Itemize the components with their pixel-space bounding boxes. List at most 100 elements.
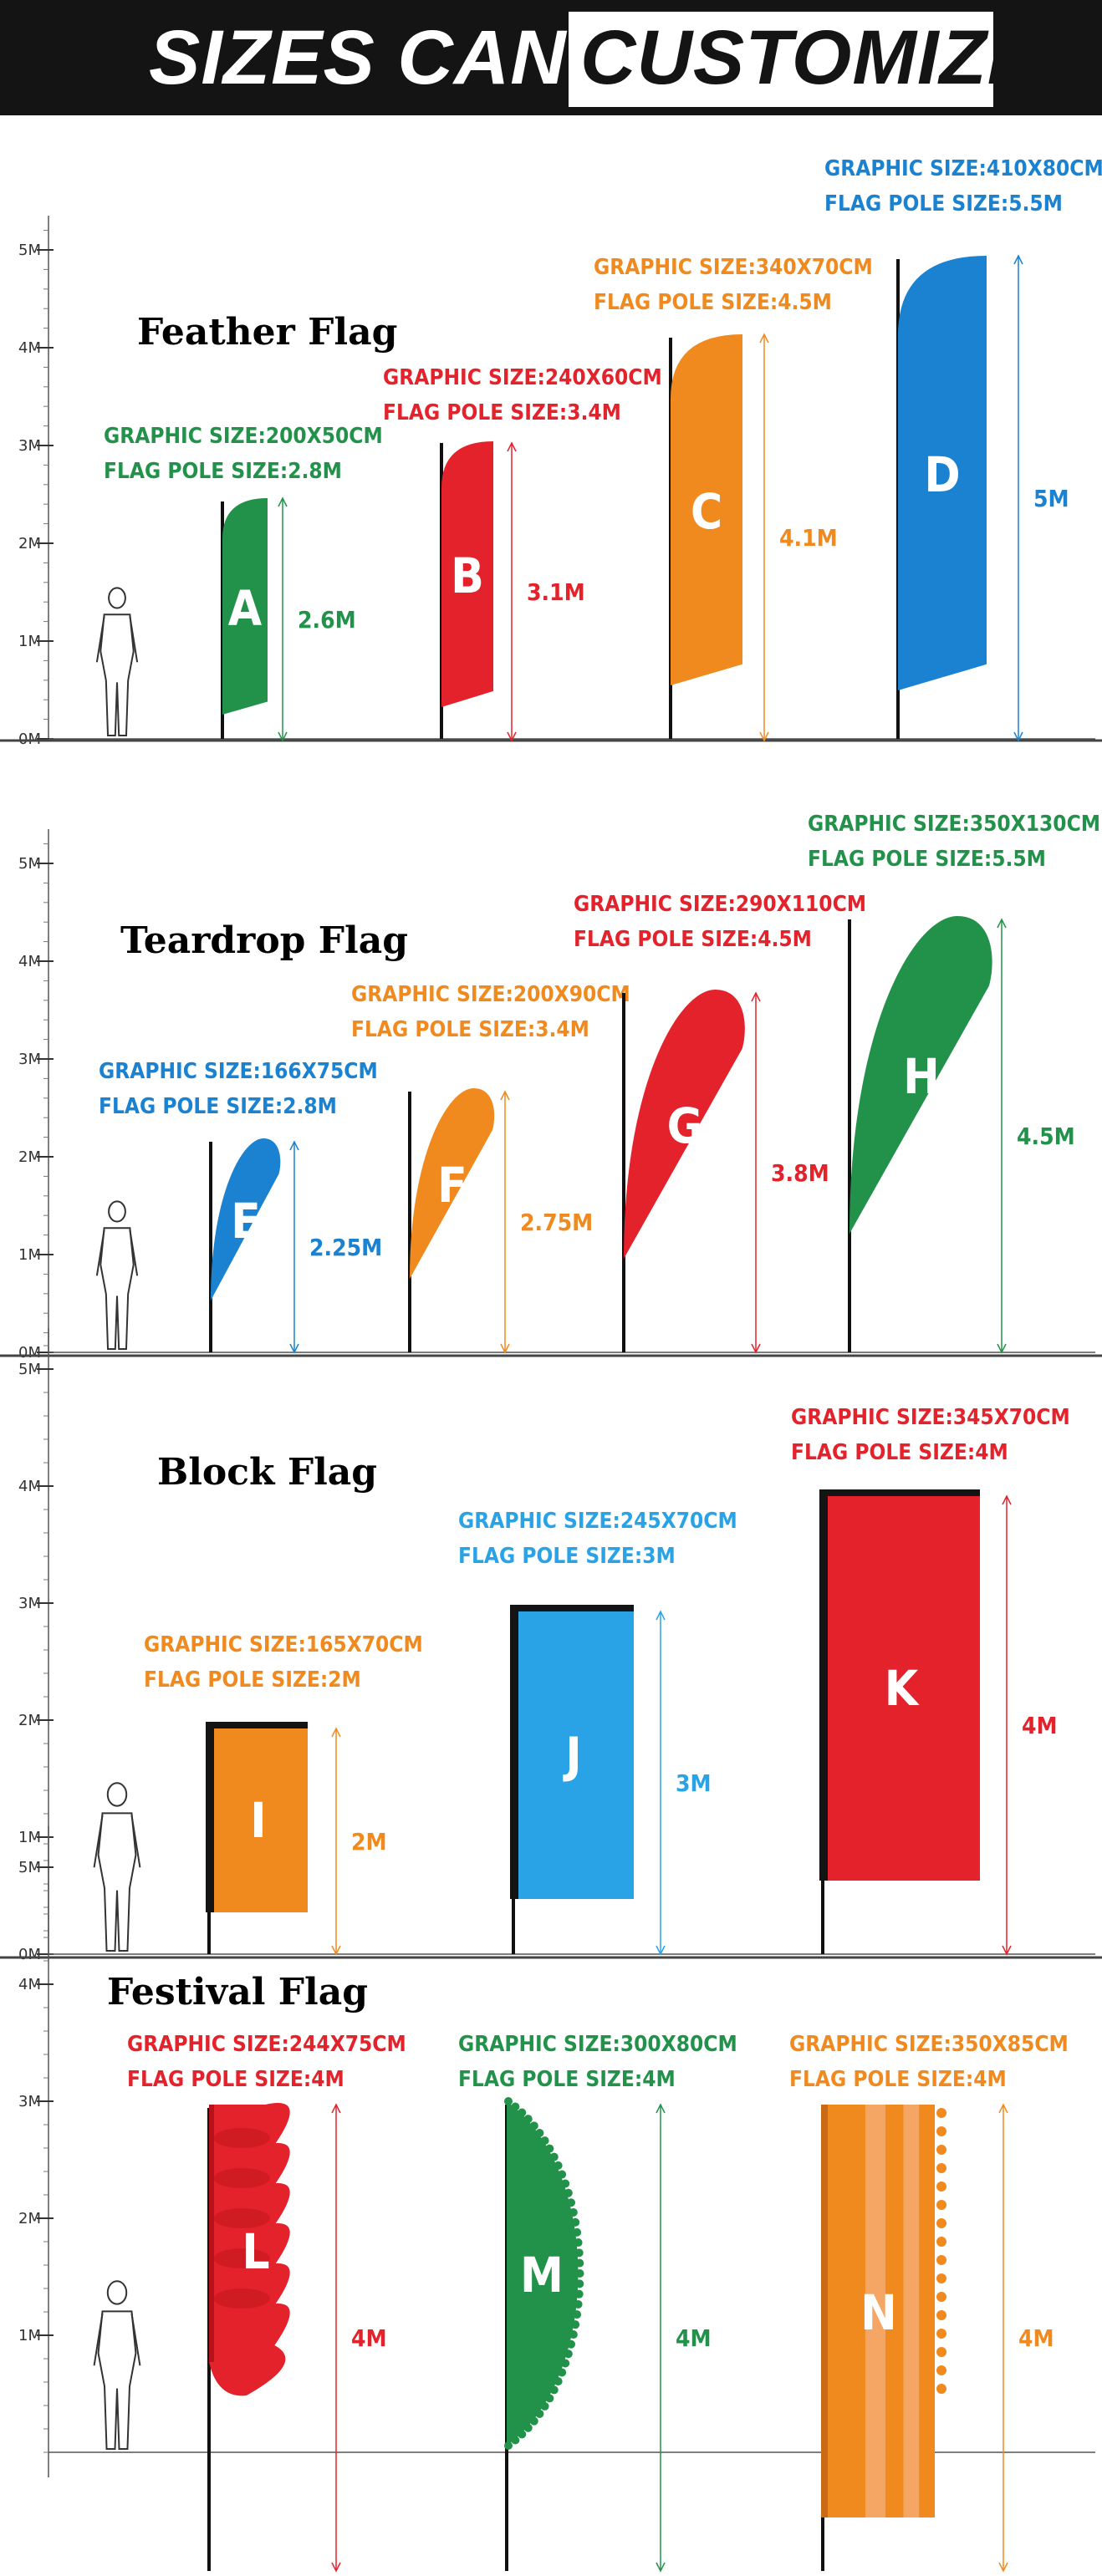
flag-fringe-dot (571, 2320, 580, 2329)
flag-wave-pattern (213, 2248, 270, 2268)
graphic-size-label: GRAPHIC SIZE:290X110CM (574, 892, 866, 917)
axis-tick-label: 1M (18, 1246, 41, 1264)
flag-e: E (211, 1138, 281, 1301)
flag-letter: A (228, 580, 263, 637)
flag-fringe-dot (545, 2394, 554, 2403)
axis-tick-label: 1M (18, 633, 41, 650)
flag-bead (936, 2310, 946, 2320)
axis-tick-label: 1M (18, 2327, 41, 2344)
flag-fringe-dot (518, 2108, 527, 2117)
height-label: 4.5M (1017, 1123, 1075, 1150)
graphic-size-label: GRAPHIC SIZE:240X60CM (383, 365, 662, 390)
flag-fringe-dot (573, 2310, 582, 2319)
flag-fringe-dot (558, 2368, 567, 2377)
height-label: 5M (1033, 485, 1069, 512)
flag-fringe-dot (567, 2339, 576, 2349)
flag-graphic (898, 256, 987, 690)
graphic-size-label: GRAPHIC SIZE:410X80CM (824, 156, 1102, 181)
flag-bead (936, 2273, 946, 2283)
flag-fringe-dot (535, 2410, 544, 2419)
height-dimension (507, 441, 517, 742)
flag-side-sleeve (206, 1722, 214, 1912)
flag-graphic (209, 1725, 308, 1912)
flag-h: H (849, 916, 992, 1234)
flag-graphic (222, 498, 268, 715)
flag-graphic (513, 1608, 634, 1899)
height-label: 4.1M (779, 524, 838, 552)
flag-n: N (821, 2105, 946, 2517)
flag-bead (936, 2329, 946, 2339)
flag-l: L (209, 2103, 290, 2396)
flag-letter: N (860, 2284, 897, 2341)
flag-sleeve (209, 2105, 214, 2362)
flag-wave-pattern (213, 2168, 270, 2188)
flag-top-bar (512, 1605, 634, 1611)
height-dimension (331, 2103, 341, 2573)
height-label: 4M (1018, 2324, 1054, 2352)
axis-tick-label: 3M (18, 1051, 41, 1068)
height-label: 3.8M (771, 1159, 829, 1187)
flag-a: A (222, 498, 268, 715)
flag-fringe-dot (554, 2161, 563, 2170)
flag-fringe-dot (574, 2238, 583, 2248)
flag-graphic (849, 916, 992, 1234)
pole-size-label: FLAG POLE SIZE:4.5M (594, 290, 832, 315)
flag-fringe-dot (529, 2416, 538, 2426)
axis-tick-label: 4M (18, 339, 41, 357)
flag-wave-pattern (213, 2288, 270, 2309)
flag-fringe-dot (575, 2258, 584, 2268)
height-dimension (997, 918, 1007, 1354)
axis-tick-label: 3M (18, 1595, 41, 1612)
graphic-size-label: GRAPHIC SIZE:244X75CM (127, 2032, 406, 2057)
flag-bead (936, 2365, 946, 2375)
flag-fringe-dot (504, 2441, 513, 2450)
pole-size-label: FLAG POLE SIZE:4M (458, 2067, 676, 2092)
height-label: 4M (351, 2324, 387, 2352)
graphic-size-label: GRAPHIC SIZE:200X50CM (104, 424, 383, 449)
height-dimension (289, 1140, 299, 1354)
flag-fringe-dot (549, 2152, 559, 2161)
panel-title: Festival Flag (107, 1971, 368, 2013)
height-dimension (998, 2103, 1008, 2573)
flag-graphic (410, 1088, 495, 1279)
flag-letter: E (231, 1193, 261, 1250)
axis-tick-label: 5M (18, 242, 41, 259)
pole-size-label: FLAG POLE SIZE:4M (791, 1440, 1008, 1465)
flag-fringe-dot (561, 2179, 570, 2188)
flag-side-sleeve (510, 1605, 518, 1899)
flag-fringe-dot (529, 2121, 538, 2131)
flag-bead (936, 2181, 946, 2192)
person-scale-figure (95, 1200, 139, 1350)
flag-c: C (671, 334, 742, 685)
flag-side-sleeve (819, 1489, 828, 1881)
height-dimension (656, 1610, 666, 1956)
flag-letter: G (667, 1097, 703, 1154)
flag-f: F (410, 1088, 495, 1279)
flag-letter: M (520, 2247, 564, 2304)
axis-tick-label: 3M (18, 437, 41, 455)
axis-tick-label: 1M (18, 1829, 41, 1846)
flag-fringe-dot (523, 2115, 533, 2124)
flag-k: K (819, 1489, 980, 1881)
flag-fringe-dot (504, 2097, 513, 2105)
flag-sleeve (821, 2105, 828, 2517)
flag-letter: L (242, 2223, 269, 2280)
flag-bead (936, 2218, 946, 2228)
pole-size-label: FLAG POLE SIZE:2M (144, 1667, 361, 1693)
graphic-size-label: GRAPHIC SIZE:200X90CM (351, 982, 630, 1007)
height-dimension (1002, 1494, 1012, 1956)
graphic-size-label: GRAPHIC SIZE:245X70CM (458, 1509, 737, 1534)
flag-fringe-dot (554, 2377, 563, 2386)
pole-size-label: FLAG POLE SIZE:4M (789, 2067, 1007, 2092)
flag-fringe-dot (558, 2170, 567, 2179)
flag-bead (936, 2145, 946, 2155)
axis-tick-label: 5M (18, 1859, 41, 1876)
panel-title: Feather Flag (137, 311, 397, 354)
axis-tick-label: 5M (18, 855, 41, 873)
flag-graphic (671, 334, 742, 685)
flag-fringe-dot (569, 2330, 578, 2339)
axis-tick-label: 2M (18, 1148, 41, 1166)
height-label: 3M (676, 1769, 712, 1797)
flag-bead (936, 2163, 946, 2173)
